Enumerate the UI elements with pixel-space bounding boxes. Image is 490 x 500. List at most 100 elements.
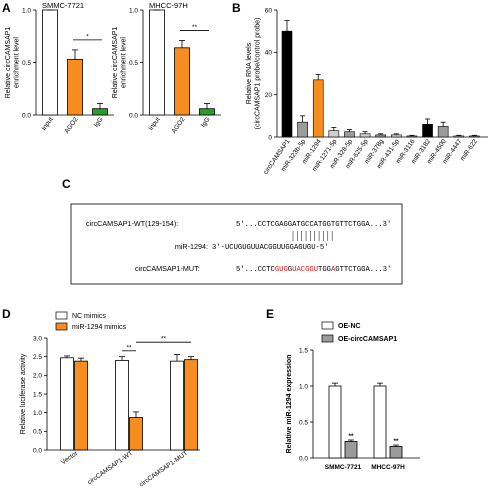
a-ytick-label: 0.5 xyxy=(22,60,31,67)
bar xyxy=(60,357,74,451)
bar xyxy=(67,58,83,116)
bar xyxy=(375,134,386,138)
bar xyxy=(373,385,387,459)
chart-a-mhcc: MHCC-97H 0.0 0.5 1.0 Relative circCAMSAP1 enr… xyxy=(112,1,221,135)
sig-label: ** xyxy=(192,24,198,31)
legend-label: OE-NC xyxy=(338,323,361,330)
x-tick-label: MHCC-97H xyxy=(371,464,405,471)
panel-label-b: B xyxy=(232,1,241,15)
x-tick-label: IgG xyxy=(93,116,105,129)
bar xyxy=(437,126,449,138)
legend-label: NC mimics xyxy=(72,313,106,320)
a-ytick-label: 0.0 xyxy=(22,112,31,119)
sig-label: ** xyxy=(348,433,354,440)
bar xyxy=(422,124,433,138)
mutated-bases: G xyxy=(275,266,279,274)
panel-label-a: A xyxy=(2,1,11,15)
panel-label-e: E xyxy=(266,307,274,321)
a-ytick-label: 0.0 xyxy=(129,112,138,119)
b-ytick-label: 40 xyxy=(265,50,273,57)
bar xyxy=(391,134,402,138)
sequence-segment: TGG xyxy=(318,266,331,274)
x-tick-label: IgG xyxy=(200,116,212,129)
mutated-bases: UG xyxy=(279,266,288,274)
bar xyxy=(92,108,108,116)
bar xyxy=(328,385,342,459)
x-tick-label: Input xyxy=(148,116,162,132)
b-ytick-label: 20 xyxy=(265,92,273,99)
sig-label: ** xyxy=(126,344,132,351)
sig-label: ** xyxy=(161,336,167,343)
d-ytick-label: 1.5 xyxy=(33,391,42,398)
a-ytick-label: 1.0 xyxy=(22,7,31,14)
bar xyxy=(129,417,143,451)
sig-label: ** xyxy=(393,438,399,445)
panel-label-c: C xyxy=(62,177,71,191)
a-ytick-label: 0.5 xyxy=(129,60,138,67)
b-ylabel-line: Relative RNA levels xyxy=(246,42,253,104)
b-ytick-label: 60 xyxy=(265,7,273,14)
mutated-bases: A xyxy=(331,266,336,274)
x-tick-label: AGO2 xyxy=(171,116,187,135)
legend-label: miR-1294 mimics xyxy=(72,324,127,331)
bar xyxy=(74,360,88,451)
bar xyxy=(174,47,190,116)
chart-e-mir1294-expression: 0.0 0.5 1.0 1.5 Relative miR-1294 expression… xyxy=(286,321,420,471)
wt-sequence: 5'...CCTCGAGGATGCCATGGTGTTCTGGA...3' xyxy=(236,221,391,229)
a-ylabel-line: Relative circCAMSAP1 xyxy=(112,27,119,99)
b-ytick-label: 0 xyxy=(268,134,272,141)
e-ylabel: Relative miR-1294 expression xyxy=(286,355,293,454)
bar xyxy=(469,135,480,138)
d-ytick-label: 3.0 xyxy=(33,335,42,342)
sig-label: * xyxy=(86,33,89,40)
d-ytick-label: 0.5 xyxy=(33,429,42,436)
bar xyxy=(406,135,418,138)
mutated-bases: UACGGU xyxy=(292,266,318,274)
d-ytick-label: 1.0 xyxy=(33,410,42,417)
bar xyxy=(328,130,340,138)
sequence-segment: GTTCTGGA...3' xyxy=(335,266,391,274)
bar xyxy=(115,359,129,451)
chart-d-luciferase: 0.0 0.5 1.0 1.5 2.0 2.5 3.0 Relative luciferase… xyxy=(20,311,200,489)
mut-sequence: 5'...CCTCGUGGUACGGUTGGAGTTCTGGA...3' xyxy=(236,266,391,274)
bar xyxy=(344,441,358,459)
a-ylabel-line: Relative circCAMSAP1 xyxy=(5,27,12,99)
b-ylabel-line: (circCAMSAP1 probe/control probe) xyxy=(255,18,262,130)
a-ytick-label: 1.0 xyxy=(129,7,138,14)
legend-swatch xyxy=(321,321,334,330)
bar xyxy=(344,131,355,138)
chart-a-smmc: SMMC-7721 0.0 0.5 1.0 Relative circCAMSAP1 en… xyxy=(5,1,114,135)
sequence-segment: 5'...CCTC xyxy=(236,266,276,274)
a-ylabel: Relative circCAMSAP1 enrichment level xyxy=(5,27,21,99)
sequence-box xyxy=(70,203,403,285)
chart-title: MHCC-97H xyxy=(149,1,188,10)
e-ytick-label: 1.0 xyxy=(299,383,308,390)
x-tick-label: AGO2 xyxy=(64,116,80,135)
bar xyxy=(199,108,215,116)
a-ylabel-line: enrichment level xyxy=(14,37,21,88)
d-ylabel: Relative luciferase activity xyxy=(20,353,27,434)
d-ytick-label: 0.0 xyxy=(33,447,42,454)
d-ylabel-line: Relative luciferase activity xyxy=(20,353,27,434)
wt-label: circCAMSAP1-WT(129-154): xyxy=(86,219,178,228)
bar xyxy=(149,9,165,116)
bar xyxy=(312,79,324,138)
b-ylabel: Relative RNA levels (circCAMSAP1 probe/co… xyxy=(246,18,262,130)
legend-label: OE-circCAMSAP1 xyxy=(338,336,397,343)
sequence-segment: G xyxy=(288,266,292,274)
legend-swatch xyxy=(55,322,68,331)
bar xyxy=(389,446,403,459)
e-ytick-label: 1.5 xyxy=(299,347,308,354)
x-tick-label: SMMC-7721 xyxy=(325,464,362,471)
sequence-panel: circCAMSAP1-WT(129-154): 5'...CCTCGAGGAT… xyxy=(70,203,403,285)
chart-title: SMMC-7721 xyxy=(42,1,84,10)
x-tick-label: circCAMSAP1-WT xyxy=(86,450,134,486)
legend-swatch xyxy=(55,311,68,320)
d-ytick-label: 2.0 xyxy=(33,373,42,380)
bar xyxy=(453,135,465,138)
mir-label: miR-1294: xyxy=(175,242,208,251)
bar xyxy=(170,360,184,451)
x-tick-label: Input xyxy=(41,116,55,132)
